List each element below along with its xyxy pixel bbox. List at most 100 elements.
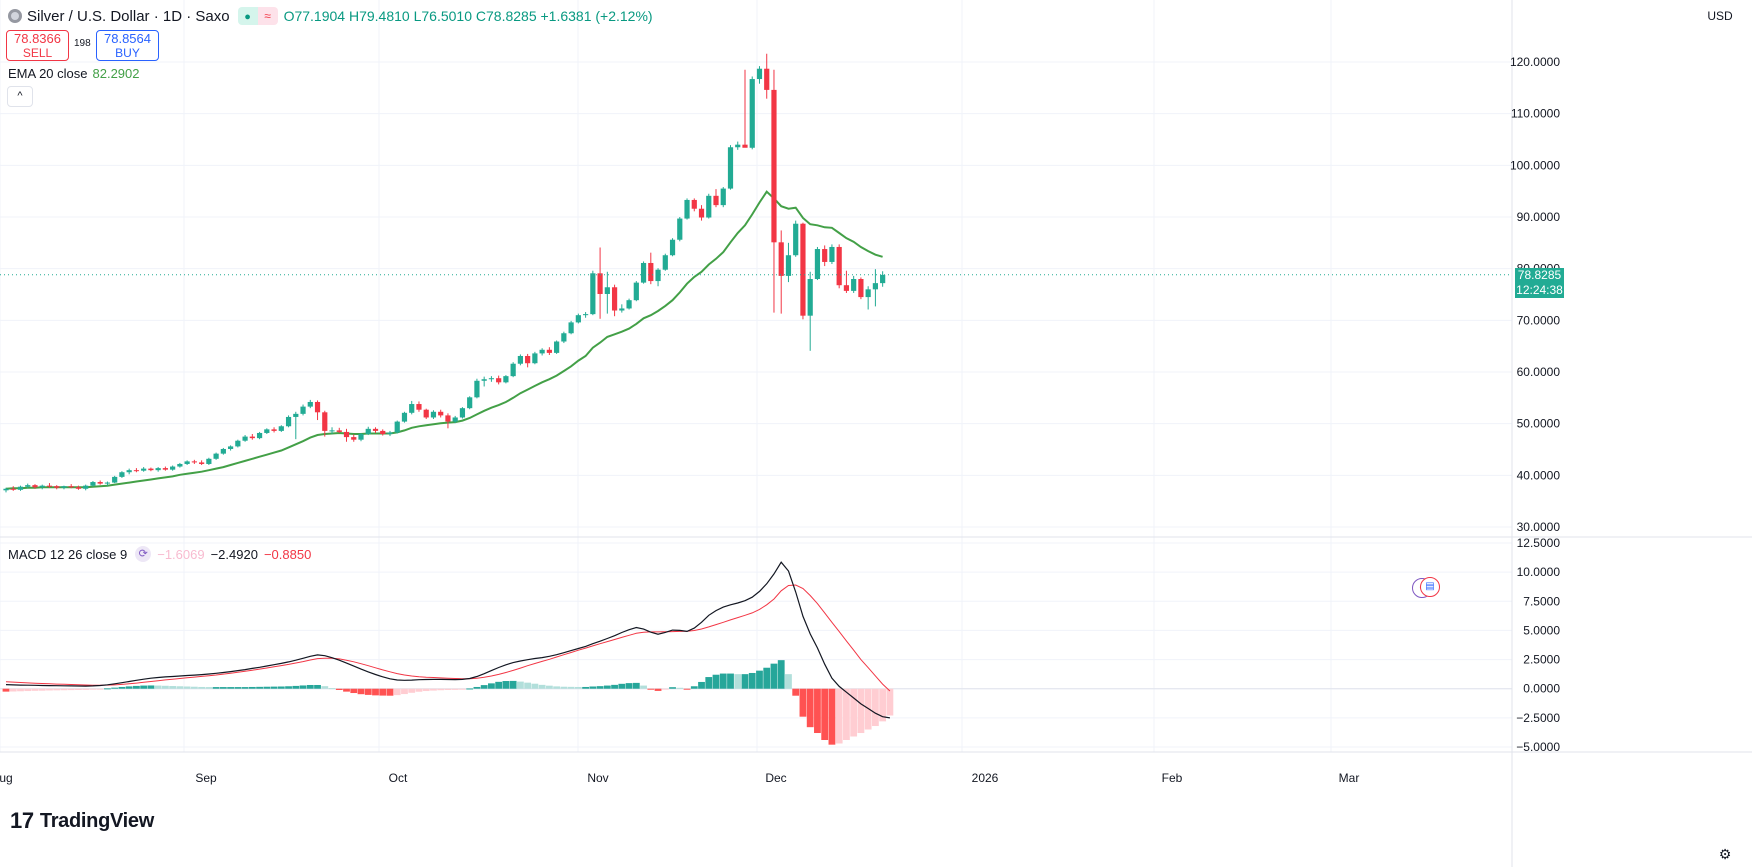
macd-histogram-bar <box>67 688 75 691</box>
macd-histogram-bar <box>183 686 191 689</box>
candle-body <box>97 482 103 484</box>
macd-histogram-bar <box>104 688 111 690</box>
candle-body <box>814 249 821 279</box>
macd-settings-icon[interactable]: ⟳ <box>135 546 152 562</box>
macd-histogram-bar <box>843 688 850 741</box>
market-status[interactable]: ≈ <box>237 7 278 25</box>
candle-body <box>10 488 16 490</box>
macd-histogram-bar <box>357 688 365 695</box>
logo-text: TradingView <box>39 809 155 832</box>
macd-tick-label: 12.5000 <box>1517 536 1561 550</box>
macd-histogram-bar <box>133 685 140 689</box>
open-label: O <box>283 8 295 24</box>
candle-body <box>575 315 581 323</box>
candle-body <box>300 406 306 414</box>
macd-histogram-bar <box>886 688 894 716</box>
candle-body <box>148 468 154 471</box>
symbol-icon <box>8 9 22 23</box>
macd-histogram-bar <box>321 686 329 689</box>
macd-histogram-bar <box>828 688 836 745</box>
sell-button[interactable]: 78.8366 SELL <box>6 30 69 61</box>
macd-histogram-bar <box>343 688 350 692</box>
candle-body <box>184 461 190 464</box>
macd-histogram-bar <box>386 688 394 696</box>
candle-body <box>394 421 400 433</box>
macd-histogram-bar <box>814 688 821 734</box>
macd-tick-label: 0.0000 <box>1523 682 1560 696</box>
macd-tick-label: 10.0000 <box>1517 565 1561 579</box>
macd-histogram-bar <box>466 688 474 690</box>
macd-histogram-bar <box>719 673 727 689</box>
candle-body <box>445 415 451 422</box>
candle-body <box>380 430 386 434</box>
macd-histogram-bar <box>488 683 495 689</box>
candle-body <box>467 397 473 409</box>
macd-histogram-bar <box>422 688 430 692</box>
candle-body <box>68 486 74 488</box>
macd-histogram-bar <box>372 688 379 696</box>
candle-body <box>17 486 24 490</box>
macd-legend[interactable]: MACD 12 26 close 9 ⟳ −1.6069 −2.4920 −0.… <box>8 546 311 562</box>
candle-body <box>249 436 255 439</box>
candle-body <box>199 462 205 464</box>
high-label: H <box>348 8 360 24</box>
macd-histogram-bar <box>748 672 756 689</box>
candle-body <box>735 144 741 148</box>
price-tick-label: 70.0000 <box>1517 313 1561 327</box>
grid <box>0 0 1512 752</box>
candle-body <box>597 273 603 294</box>
macd-histogram-bar <box>705 677 713 689</box>
buy-button[interactable]: 78.8564 BUY <box>96 30 159 61</box>
macd-histogram-bar <box>415 688 423 692</box>
candle-body <box>387 432 393 434</box>
macd-histogram-bar <box>502 681 510 689</box>
macd-histogram-bar <box>531 683 539 689</box>
candle-body <box>525 355 531 364</box>
candle-body <box>677 218 683 240</box>
macd-histogram-bar <box>89 688 97 690</box>
candle-body <box>372 428 379 431</box>
symbol-title[interactable]: Silver / U.S. Dollar · 1D · Saxo <box>27 7 230 25</box>
collapse-legend-button[interactable]: ^ <box>7 86 33 107</box>
candle-body <box>112 476 118 483</box>
change-value: +1.6381 (+2.12%) <box>540 8 653 24</box>
macd-histogram-bar <box>792 688 800 696</box>
settings-icon[interactable]: ⚙ <box>1718 846 1732 862</box>
candle-body <box>590 273 596 315</box>
currency-selector[interactable]: USD <box>1707 9 1733 23</box>
macd-histogram-bar <box>53 688 61 691</box>
price-tick-label: 100.0000 <box>1510 158 1560 172</box>
candle-body <box>227 446 234 449</box>
candle-body <box>46 485 53 487</box>
macd-histogram-bar <box>799 688 807 717</box>
us-flag-icon[interactable]: ▤ <box>1420 577 1440 597</box>
candle-body <box>756 68 763 80</box>
macd-histogram-bar <box>560 686 568 689</box>
candle-body <box>640 262 647 283</box>
ema-legend[interactable]: EMA 20 close 82.2902 <box>8 66 140 81</box>
tradingview-logo[interactable]: 17 TradingView <box>10 808 154 834</box>
macd-histogram-bar <box>727 673 734 689</box>
candle-body <box>481 379 487 381</box>
candle-body <box>119 472 125 477</box>
last-price: 78.8285 <box>1517 268 1562 282</box>
time-tick-label: Oct <box>389 771 408 785</box>
macd-histogram-bar <box>451 688 459 690</box>
macd-histogram-bar <box>872 688 879 727</box>
time-tick-label: 2026 <box>972 771 999 785</box>
macd-histogram-bar <box>603 685 611 689</box>
price-tick-label: 60.0000 <box>1517 365 1561 379</box>
ohlc-values: O77.1904 H79.4810 L76.5010 C78.8285 +1.6… <box>284 8 653 24</box>
candle-body <box>619 308 625 311</box>
macd-histogram-bar <box>248 686 256 689</box>
price-tick-label: 30.0000 <box>1517 520 1561 534</box>
macd-histogram-bar <box>741 674 749 689</box>
candle-body <box>452 417 458 422</box>
macd-histogram-bar <box>538 684 546 689</box>
candle-body <box>90 482 96 486</box>
candle-body <box>684 199 690 219</box>
low-value: 76.5010 <box>421 8 472 24</box>
macd-histogram-bar <box>459 688 466 690</box>
